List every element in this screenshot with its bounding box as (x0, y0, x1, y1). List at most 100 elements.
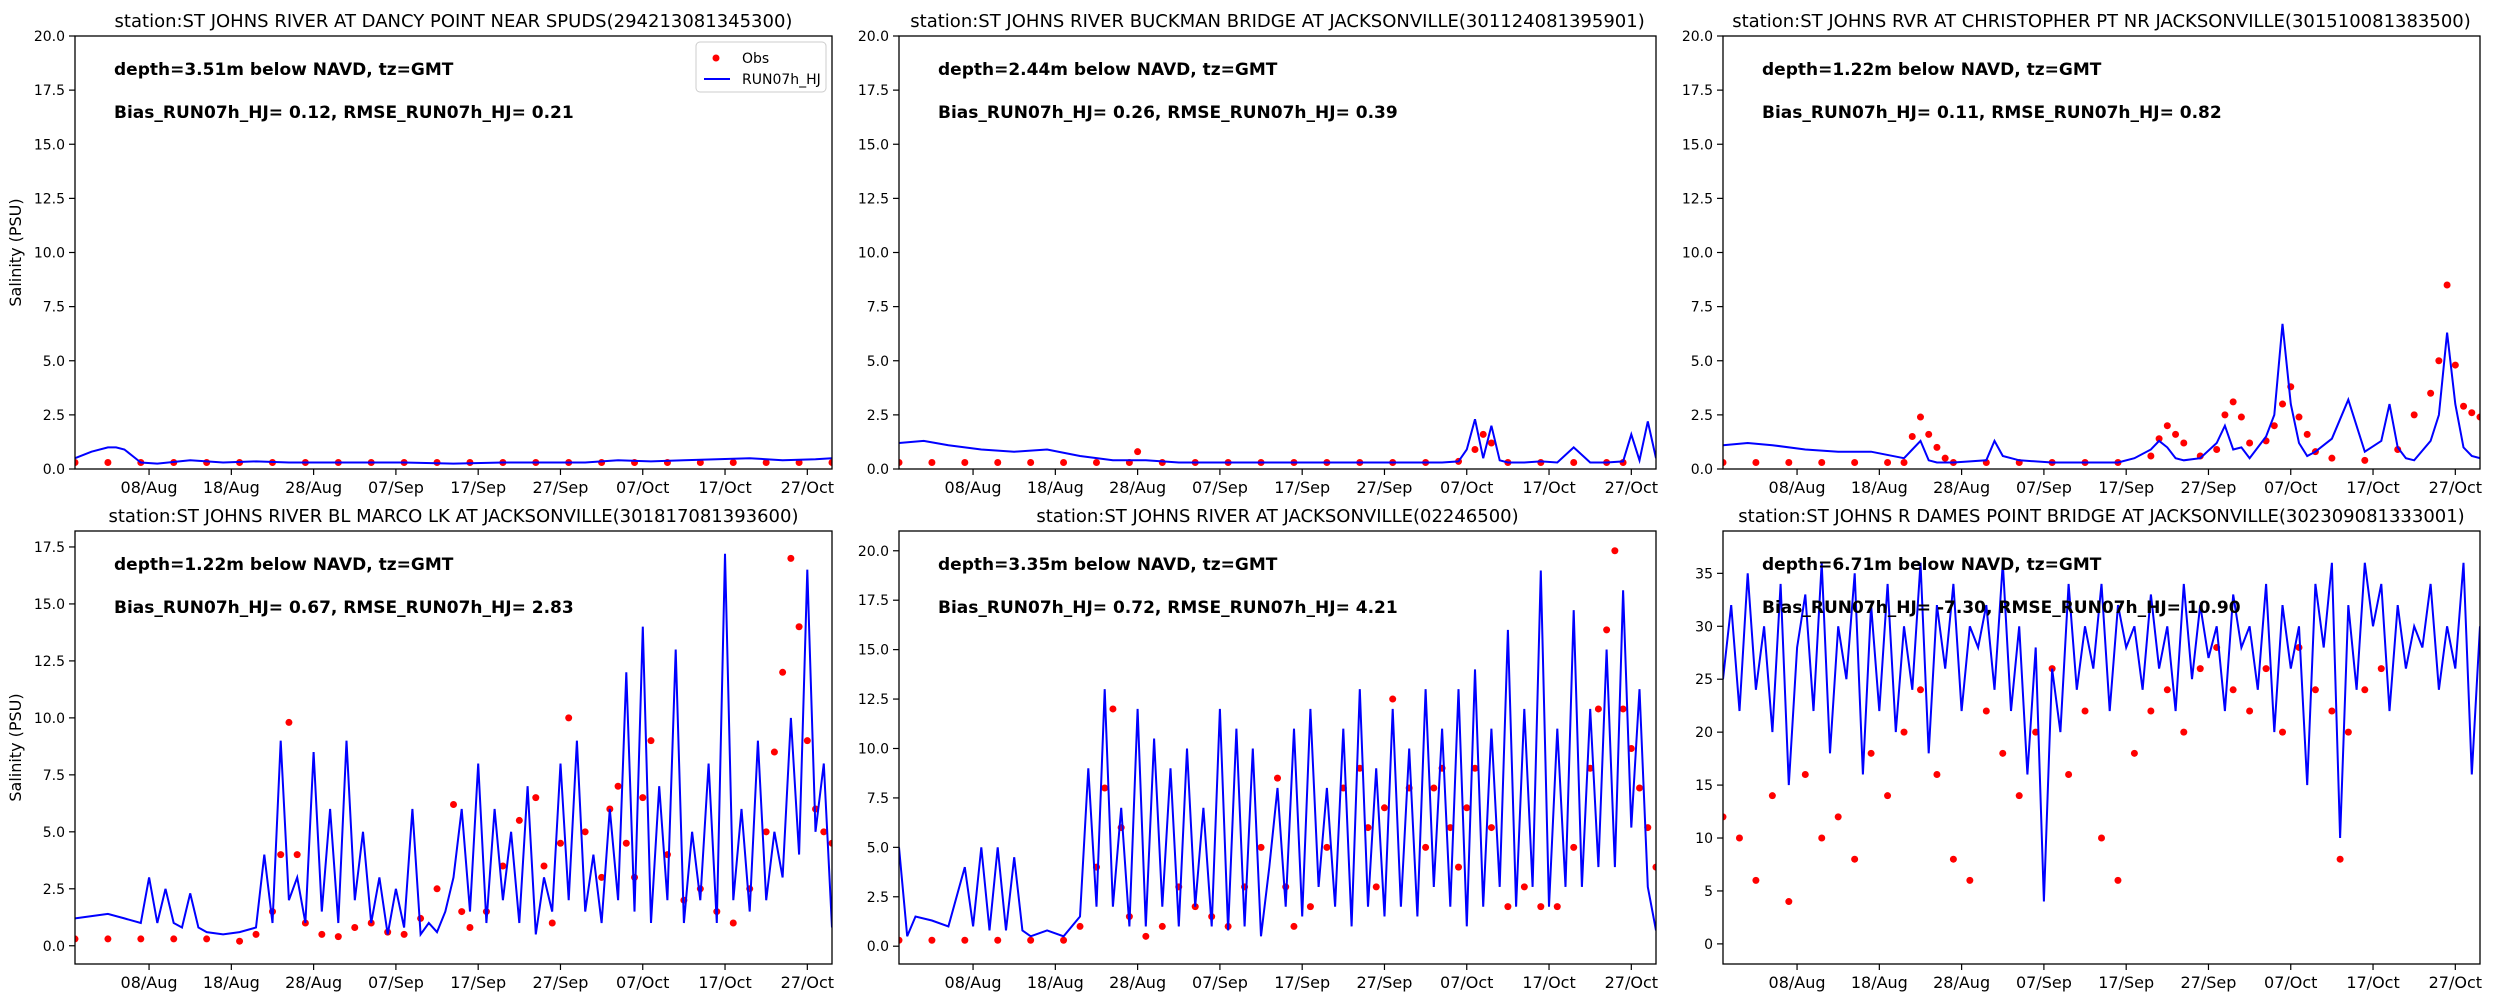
obs-point (1520, 883, 1528, 891)
y-tick-label: 2.5 (43, 882, 65, 898)
x-tick-label: 17/Sep (2098, 973, 2154, 992)
obs-point (1487, 824, 1495, 832)
plot-area (75, 553, 832, 945)
y-tick-label: 0.0 (43, 939, 65, 955)
obs-point (2081, 707, 2089, 715)
x-tick-label: 07/Sep (2016, 973, 2072, 992)
y-tick-label: 5.0 (43, 825, 65, 841)
chart-title: station:ST JOHNS R DAMES POINT BRIDGE AT… (1738, 506, 2464, 527)
obs-point (458, 908, 466, 916)
obs-point (2328, 707, 2336, 715)
x-tick-label: 17/Oct (1522, 478, 1575, 497)
obs-point (75, 935, 79, 943)
obs-point (532, 794, 540, 802)
obs-point (1752, 459, 1760, 467)
depth-annotation: depth=1.22m below NAVD, tz=GMT (114, 555, 454, 575)
obs-point (1818, 834, 1826, 842)
chart-title: station:ST JOHNS RIVER BL MARCO LK AT JA… (108, 506, 798, 527)
y-tick-label: 2.5 (867, 890, 889, 906)
y-tick-label: 17.5 (34, 540, 65, 556)
obs-point (1389, 695, 1397, 703)
x-tick-label: 27/Oct (2429, 973, 2482, 992)
x-tick-label: 27/Sep (533, 973, 589, 992)
x-tick-label: 28/Aug (285, 973, 342, 992)
x-tick-label: 27/Sep (533, 478, 589, 497)
x-tick-label: 27/Sep (2181, 478, 2237, 497)
y-tick-label: 2.5 (867, 408, 889, 424)
x-tick-label: 27/Sep (2181, 973, 2237, 992)
obs-point (961, 936, 969, 944)
obs-point (1027, 936, 1035, 944)
stats-annotation: Bias_RUN07h_HJ= -7.30, RMSE_RUN07h_HJ= 1… (1762, 598, 2241, 618)
legend-obs-marker (712, 54, 720, 62)
obs-point (2262, 665, 2270, 673)
x-tick-label: 07/Sep (1192, 973, 1248, 992)
obs-point (2229, 686, 2237, 694)
obs-point (2303, 430, 2311, 438)
x-tick-label: 27/Sep (1357, 973, 1413, 992)
x-tick-label: 17/Oct (698, 478, 751, 497)
obs-point (1134, 448, 1142, 456)
chart-panel-3: station:ST JOHNS RVR AT CHRISTOPHER PT N… (1682, 11, 2482, 497)
obs-point (1060, 936, 1068, 944)
obs-point (2163, 422, 2171, 430)
obs-point (2147, 707, 2155, 715)
stats-annotation: Bias_RUN07h_HJ= 0.72, RMSE_RUN07h_HJ= 4.… (938, 598, 1398, 618)
y-tick-label: 15 (1695, 778, 1713, 794)
obs-point (2410, 411, 2418, 419)
chart-panel-5: station:ST JOHNS RIVER AT JACKSONVILLE(0… (858, 506, 1658, 992)
obs-point (1652, 863, 1656, 871)
y-tick-label: 0.0 (43, 462, 65, 478)
x-tick-label: 07/Oct (616, 973, 669, 992)
obs-point (2336, 855, 2344, 863)
obs-point (2114, 876, 2122, 884)
depth-annotation: depth=3.35m below NAVD, tz=GMT (938, 555, 1278, 575)
obs-point (2451, 361, 2459, 369)
obs-point (2180, 728, 2188, 736)
obs-point (1884, 459, 1892, 467)
y-axis-label: Salinity (PSU) (6, 198, 25, 306)
obs-point (2237, 413, 2245, 421)
x-tick-label: 07/Sep (2016, 478, 2072, 497)
y-tick-label: 12.5 (858, 191, 889, 207)
obs-point (2098, 834, 2105, 842)
x-tick-label: 07/Sep (1192, 478, 1248, 497)
x-tick-label: 17/Oct (2346, 478, 2399, 497)
obs-point (1603, 626, 1611, 634)
obs-point (1422, 843, 1430, 851)
obs-point (2246, 707, 2254, 715)
obs-point (1611, 547, 1619, 555)
obs-point (2361, 686, 2369, 694)
obs-point (2311, 686, 2319, 694)
obs-point (2460, 402, 2468, 410)
obs-point (647, 737, 655, 745)
obs-point (2468, 409, 2476, 417)
depth-annotation: depth=2.44m below NAVD, tz=GMT (938, 60, 1278, 80)
y-tick-label: 17.5 (1682, 83, 1713, 99)
x-tick-label: 07/Oct (2264, 973, 2317, 992)
obs-point (2246, 439, 2254, 447)
obs-point (1430, 784, 1438, 792)
obs-point (770, 748, 778, 756)
y-tick-label: 0.0 (867, 939, 889, 955)
y-tick-label: 5.0 (867, 354, 889, 370)
x-tick-label: 17/Oct (1522, 973, 1575, 992)
x-tick-label: 17/Oct (2346, 973, 2399, 992)
y-tick-label: 7.5 (867, 300, 889, 316)
depth-annotation: depth=6.71m below NAVD, tz=GMT (1762, 555, 2102, 575)
x-tick-label: 07/Oct (2264, 478, 2317, 497)
x-tick-label: 27/Oct (781, 973, 834, 992)
y-tick-label: 10.0 (858, 246, 889, 262)
obs-point (1092, 459, 1100, 467)
y-tick-label: 20 (1695, 725, 1713, 741)
obs-point (1768, 792, 1776, 800)
obs-point (2435, 357, 2443, 365)
obs-point (1372, 883, 1380, 891)
obs-point (515, 816, 523, 824)
x-tick-label: 28/Aug (1933, 973, 1990, 992)
plot-area (899, 418, 1656, 467)
chart-title: station:ST JOHNS RIVER AT JACKSONVILLE(0… (1036, 506, 1518, 527)
chart-panel-6: station:ST JOHNS R DAMES POINT BRIDGE AT… (1695, 506, 2482, 992)
obs-point (1537, 903, 1545, 911)
